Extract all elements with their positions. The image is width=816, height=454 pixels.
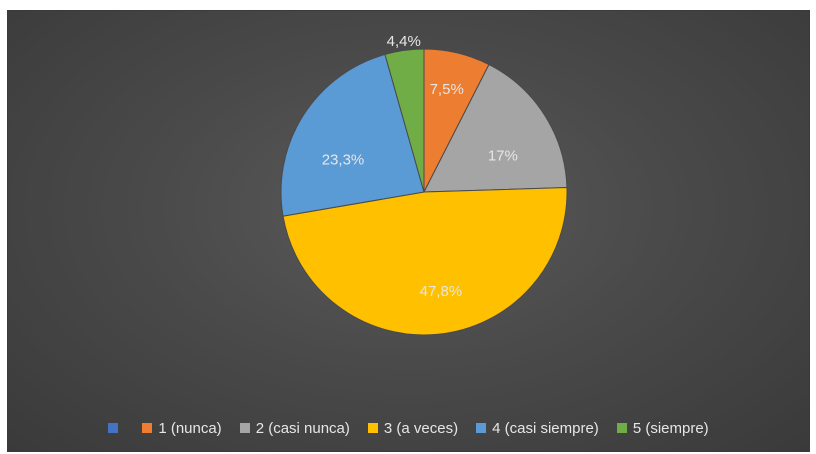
legend: 1 (nunca) 2 (casi nunca) 3 (a veces) 4 (cas… — [8, 417, 809, 439]
legend-swatch-4 — [476, 423, 487, 433]
chart-area: 7,5% 17% 47,8% 23,3% 4,4% 1 (nunca) 2 (casi n… — [7, 10, 810, 452]
data-label-4: 23,3% — [322, 152, 365, 169]
legend-label-3: 3 (a veces) — [383, 419, 459, 437]
legend-swatch-3 — [367, 423, 378, 433]
legend-swatch-0 — [108, 423, 119, 433]
legend-item-1: 1 (nunca) — [142, 419, 222, 437]
legend-item-3: 3 (a veces) — [367, 419, 459, 437]
pie-slice-3 — [282, 186, 568, 336]
legend-label-2: 2 (casi nunca) — [255, 419, 350, 437]
legend-swatch-5 — [616, 423, 627, 433]
legend-item-2: 2 (casi nunca) — [239, 419, 350, 437]
data-label-1: 7,5% — [430, 81, 464, 98]
legend-label-1: 1 (nunca) — [158, 419, 222, 437]
data-label-2: 17% — [488, 147, 518, 164]
legend-item-5: 5 (siempre) — [616, 419, 709, 437]
pie-slice-4 — [280, 53, 425, 217]
legend-swatch-2 — [239, 423, 250, 433]
legend-item-4: 4 (casi siempre) — [476, 420, 599, 437]
pie-slice-5 — [384, 48, 425, 193]
legend-item-0 — [108, 423, 124, 433]
data-label-5: 4,4% — [387, 33, 421, 50]
pie-chart: 7,5% 17% 47,8% 23,3% 4,4% — [280, 33, 568, 336]
pie-slice-2 — [423, 63, 568, 193]
legend-label-5: 5 (siempre) — [632, 419, 709, 437]
legend-swatch-1 — [142, 423, 153, 433]
data-label-3: 47,8% — [420, 283, 463, 300]
legend-label-4: 4 (casi siempre) — [492, 419, 599, 437]
